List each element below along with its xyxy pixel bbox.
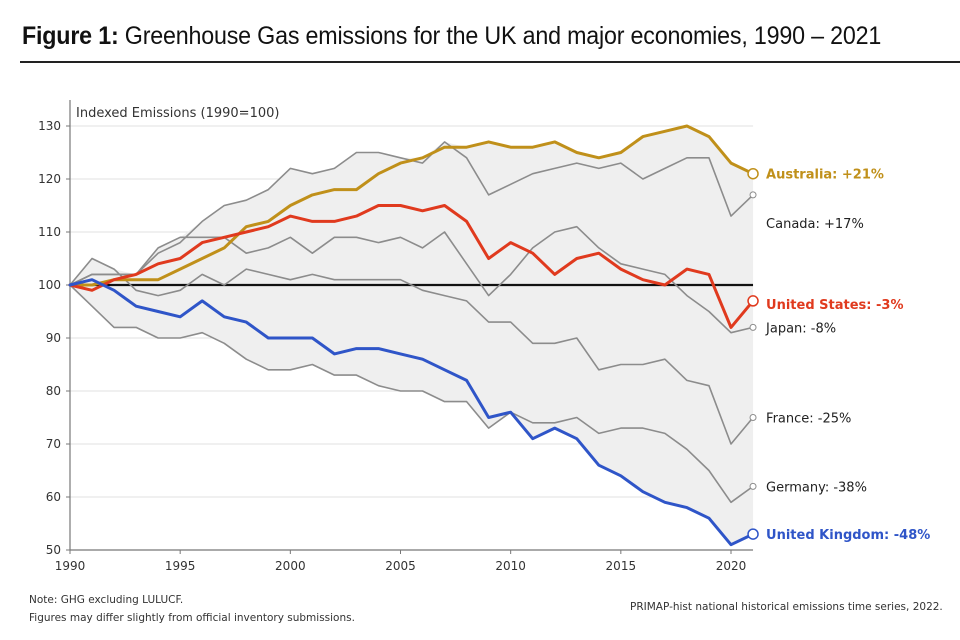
figure-title: Figure 1: Greenhouse Gas emissions for t… bbox=[22, 22, 881, 51]
series-label-canada: Canada: +17% bbox=[766, 217, 864, 232]
series-label-australia: Australia: +21% bbox=[766, 168, 884, 183]
end-marker-canada bbox=[749, 191, 757, 199]
axes: 50 60 70 80 90 100 110 120 130 1990 1995 2000 2005 20… bbox=[38, 100, 754, 573]
x-tick-label: 2000 bbox=[275, 559, 306, 573]
y-tick-label: 120 bbox=[38, 172, 61, 186]
x-tick-label: 1995 bbox=[165, 559, 196, 573]
series-line-japan bbox=[69, 225, 754, 334]
y-tick-label: 90 bbox=[46, 331, 61, 345]
y-tick-label: 110 bbox=[38, 225, 61, 239]
figure-title-text: Greenhouse Gas emissions for the UK and … bbox=[118, 22, 882, 50]
x-tick-label: 2015 bbox=[606, 559, 637, 573]
end-marker-france bbox=[749, 414, 757, 421]
title-divider bbox=[20, 61, 960, 63]
series-line-united-kingdom bbox=[68, 278, 755, 547]
series-label-germany: Germany: -38% bbox=[766, 480, 867, 495]
series-line-germany bbox=[69, 284, 754, 504]
y-tick-label: 70 bbox=[46, 437, 61, 451]
y-tick-label: 60 bbox=[46, 490, 61, 504]
x-tick-label: 1990 bbox=[55, 559, 86, 573]
series-line-france bbox=[69, 257, 754, 445]
series-label-united-states: United States: -3% bbox=[766, 298, 903, 313]
x-tick-label: 2010 bbox=[495, 559, 526, 573]
series-line-united-states bbox=[68, 204, 755, 329]
series-label-united-kingdom: United Kingdom: -48% bbox=[766, 528, 930, 543]
note-line-2: Figures may differ slightly from officia… bbox=[29, 612, 355, 624]
series-labels: Canada: +17% Japan: -8% France: -25% German… bbox=[765, 168, 930, 543]
source-note: PRIMAP-hist national historical emission… bbox=[630, 601, 943, 613]
y-tick-label: 100 bbox=[38, 278, 61, 292]
end-marker-australia bbox=[747, 167, 759, 180]
end-marker-germany bbox=[749, 482, 757, 490]
end-marker-japan bbox=[749, 323, 757, 331]
y-tick-label: 80 bbox=[46, 384, 61, 398]
figure-title-prefix: Figure 1: bbox=[22, 22, 119, 50]
end-marker-united-states bbox=[747, 295, 759, 307]
series-lines bbox=[68, 124, 759, 547]
end-marker-united-kingdom bbox=[747, 528, 759, 540]
y-axis-label: Indexed Emissions (1990=100) bbox=[76, 106, 279, 121]
envelope-shading bbox=[70, 126, 754, 545]
series-label-japan: Japan: -8% bbox=[765, 321, 836, 336]
note-line-1: Note: GHG excluding LULUCF. bbox=[29, 594, 184, 606]
x-tick-label: 2020 bbox=[716, 559, 747, 573]
series-label-france: France: -25% bbox=[766, 412, 851, 427]
x-tick-label: 2005 bbox=[385, 559, 416, 573]
series-line-australia bbox=[68, 124, 755, 287]
y-tick-label: 130 bbox=[38, 119, 61, 133]
y-tick-label: 50 bbox=[46, 543, 61, 557]
